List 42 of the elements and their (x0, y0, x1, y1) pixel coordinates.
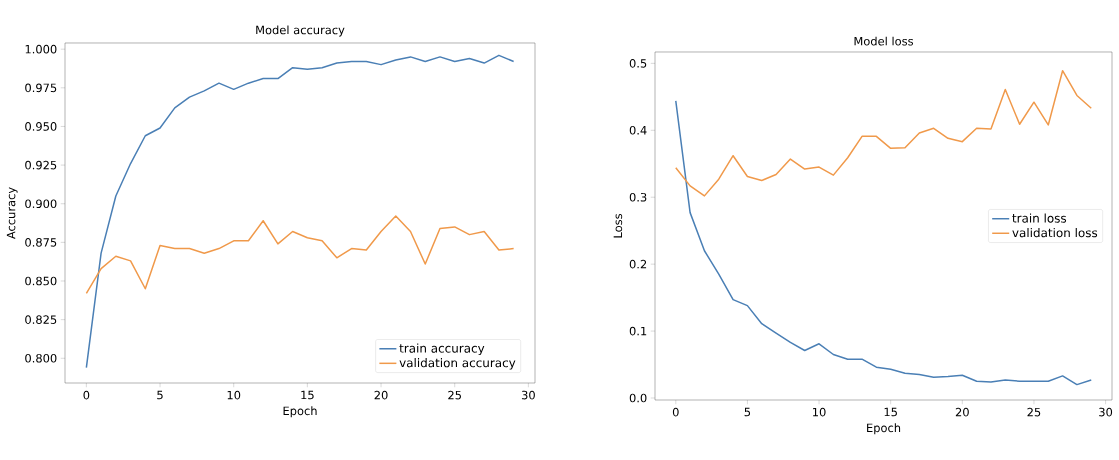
y-tick-label: 0.975 (25, 83, 57, 93)
y-tick-label: 0.875 (25, 238, 57, 247)
y-axis-title: Loss (613, 213, 623, 238)
x-tick-label: 5 (744, 407, 751, 417)
y-tick-label: 0.825 (25, 315, 57, 324)
x-tick-label: 15 (301, 390, 314, 400)
x-tick-label: 20 (955, 407, 969, 417)
y-axis-title: Accuracy (6, 187, 18, 240)
y-tick-label: 0.1 (629, 326, 647, 336)
x-tick-label: 10 (227, 390, 241, 400)
y-tick-label: 0.2 (629, 259, 647, 269)
legend-label: train loss (1012, 213, 1067, 223)
y-tick-label: 0.0 (629, 393, 647, 403)
legend-label: train accuracy (399, 343, 485, 356)
x-tick-label: 30 (521, 390, 535, 400)
chart-title: Model accuracy (256, 25, 345, 37)
y-tick-label: 1.000 (25, 44, 57, 54)
x-tick-label: 5 (157, 390, 163, 400)
legend-label: validation accuracy (399, 358, 516, 370)
x-tick-label: 25 (1027, 407, 1041, 417)
x-axis-title: Epoch (867, 423, 901, 435)
x-tick-label: 10 (813, 407, 826, 417)
x-tick-label: 25 (448, 390, 461, 400)
line-series (85, 54, 515, 369)
x-tick-label: 20 (374, 390, 388, 400)
y-tick-label: 0.800 (25, 353, 57, 363)
x-tick-label: 0 (83, 390, 90, 400)
x-axis-title: Epoch (283, 406, 317, 418)
x-tick-label: 30 (1099, 407, 1113, 417)
legend-label: validation loss (1012, 227, 1098, 238)
x-tick-label: 0 (672, 407, 679, 417)
y-tick-label: 0.3 (629, 192, 647, 202)
line-series (85, 215, 515, 295)
y-tick-label: 0.900 (25, 199, 57, 209)
y-tick-label: 0.4 (629, 125, 647, 135)
y-tick-label: 0.850 (25, 276, 57, 286)
y-tick-label: 0.950 (25, 122, 57, 131)
y-tick-label: 0.5 (629, 59, 647, 68)
y-tick-label: 0.925 (25, 160, 57, 170)
chart-title: Model loss (854, 36, 914, 46)
x-tick-label: 15 (884, 407, 897, 417)
line-series (675, 69, 1092, 197)
